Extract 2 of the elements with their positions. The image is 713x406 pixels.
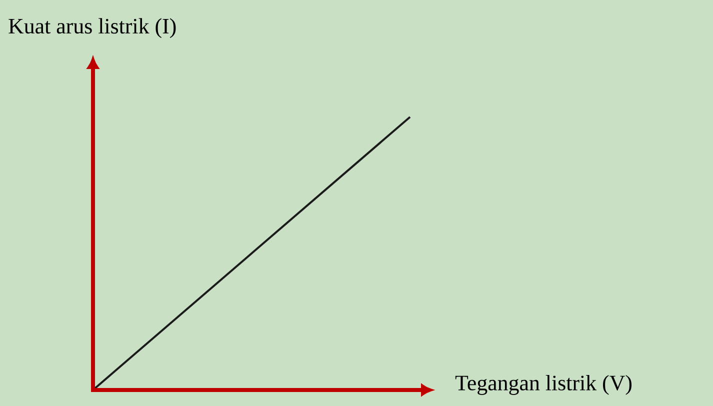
y-axis-title: Kuat arus listrik (I) [8,18,176,38]
x-axis-title: Tegangan listrik (V) [455,375,632,395]
